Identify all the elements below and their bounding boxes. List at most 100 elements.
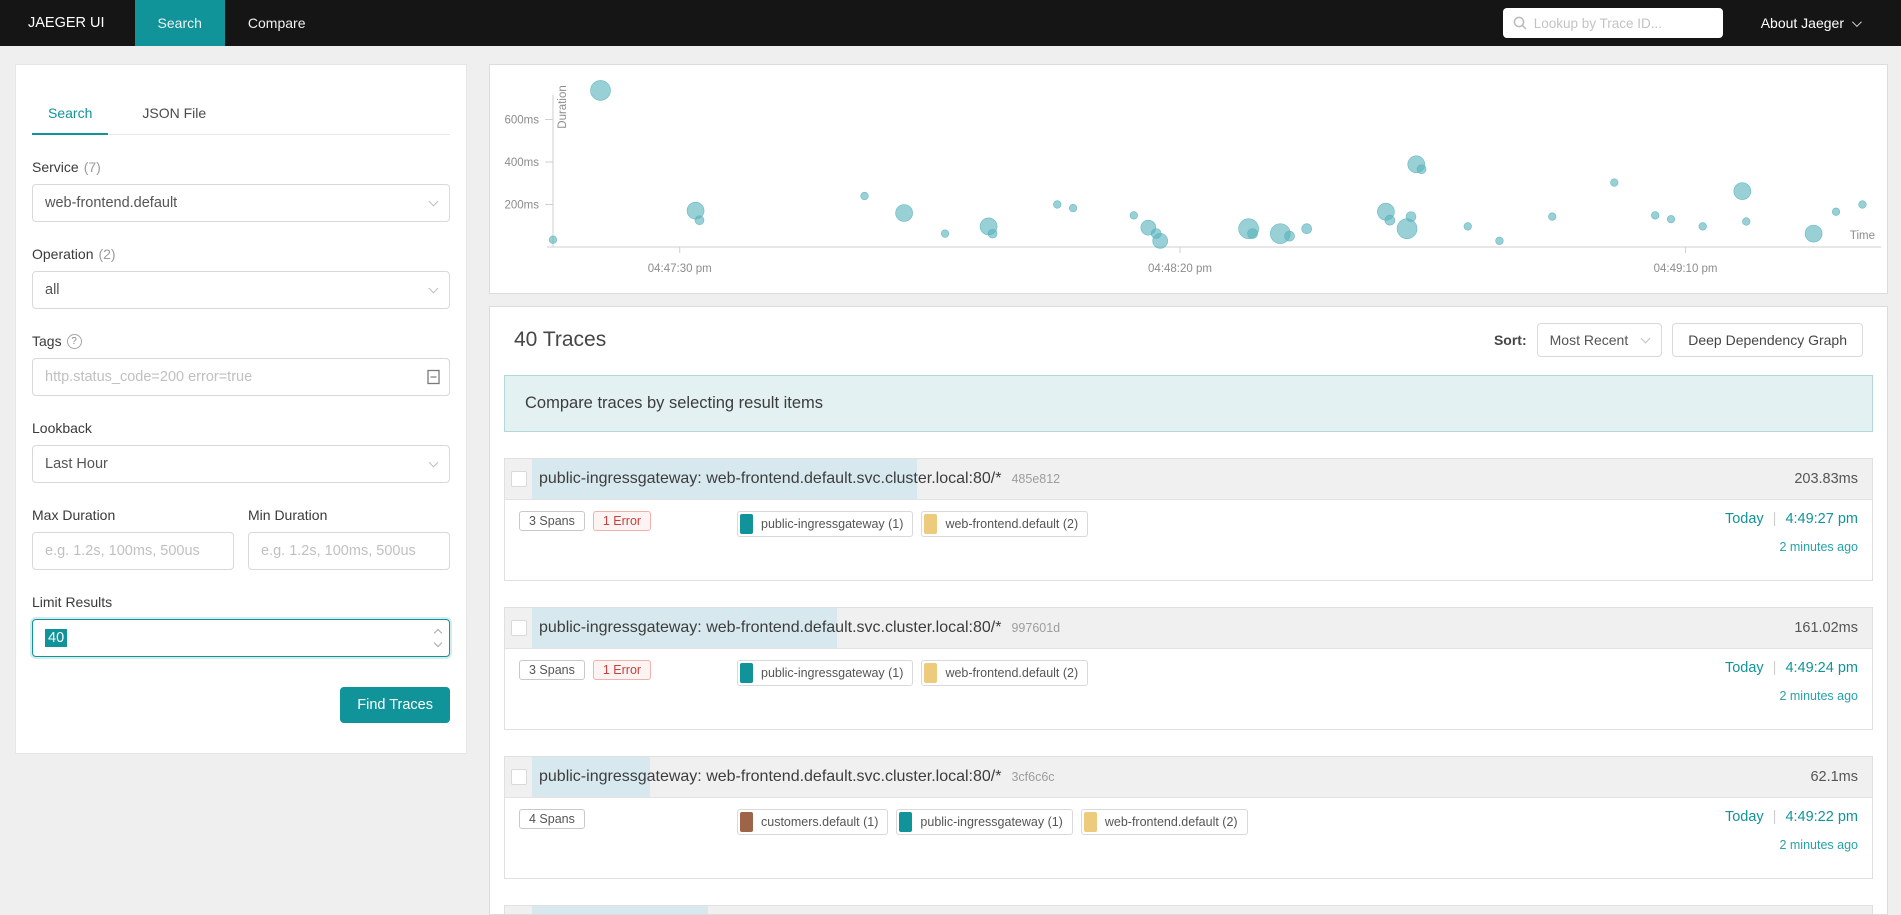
trace-id: 997601d xyxy=(1011,621,1061,635)
operation-label: Operation xyxy=(32,246,94,262)
trace-checkbox-wrap xyxy=(505,769,533,785)
trace-scatter-point[interactable] xyxy=(1301,223,1313,235)
trace-scatter-point[interactable] xyxy=(1742,217,1751,226)
trace-time: 4:49:24 pm xyxy=(1785,660,1858,676)
trace-lookup-box[interactable] xyxy=(1502,8,1723,38)
operation-select[interactable]: all xyxy=(32,271,450,309)
trace-scatter-point[interactable] xyxy=(1651,211,1660,220)
trace-duration-bar xyxy=(532,906,709,914)
trace-scatter-point[interactable] xyxy=(895,204,913,222)
trace-result-header[interactable]: public-ingressgateway: web-frontend.defa… xyxy=(505,608,1872,649)
trace-scatter-point[interactable] xyxy=(1068,204,1078,213)
trace-service-tags: public-ingressgateway (1) web-frontend.de… xyxy=(737,660,1668,703)
tags-syntax-icon[interactable] xyxy=(427,369,440,385)
trace-result-item: public-ingressgateway: web-frontend.defa… xyxy=(504,607,1873,730)
trace-relative-time: 2 minutes ago xyxy=(1779,540,1858,554)
trace-scatter-point[interactable] xyxy=(1831,207,1841,216)
trace-scatter-point[interactable] xyxy=(694,215,705,226)
error-count-tag: 1 Error xyxy=(592,511,652,531)
deep-dependency-graph-button[interactable]: Deep Dependency Graph xyxy=(1672,323,1863,357)
trace-scatter-point[interactable] xyxy=(1548,212,1557,221)
trace-scatter-point[interactable] xyxy=(1247,228,1258,239)
limit-results-input[interactable]: 40 xyxy=(32,619,450,657)
trace-result-body: 3 Spans 1 Error public-ingressgateway (1) w… xyxy=(505,500,1872,580)
trace-scatter-point[interactable] xyxy=(1610,178,1619,187)
trace-scatter-point[interactable] xyxy=(987,228,998,239)
trace-scatter-point[interactable] xyxy=(1284,230,1295,242)
sort-select[interactable]: Most Recent xyxy=(1536,323,1663,357)
trace-scatter-point[interactable] xyxy=(1463,222,1472,231)
trace-time: 4:49:22 pm xyxy=(1785,809,1858,825)
compare-traces-banner: Compare traces by selecting result items xyxy=(504,375,1873,432)
stepper-down-icon[interactable] xyxy=(433,638,443,648)
y-axis-tick-label: 600ms xyxy=(504,115,539,127)
trace-scatter-point[interactable] xyxy=(1384,214,1396,226)
help-icon[interactable]: ? xyxy=(66,333,82,349)
trace-scatter-point[interactable] xyxy=(1666,215,1676,224)
trace-count: 40 Traces xyxy=(514,328,607,351)
lookback-label: Lookback xyxy=(32,420,92,436)
stepper-up-icon[interactable] xyxy=(433,628,443,638)
trace-scatter-point[interactable] xyxy=(1733,182,1752,200)
trace-service-tags: customers.default (1) public-ingressgatew… xyxy=(737,809,1668,852)
trace-scatter-point[interactable] xyxy=(860,191,869,201)
service-field: Service (7) web-frontend.default xyxy=(32,159,450,222)
trace-lookup-input[interactable] xyxy=(1533,15,1713,31)
trace-time-info: Today | 4:49:24 pm 2 minutes ago xyxy=(1668,660,1858,703)
trace-relative-time: 2 minutes ago xyxy=(1779,689,1858,703)
service-color-chip xyxy=(740,663,753,683)
nav-item-search[interactable]: Search xyxy=(134,0,225,46)
trace-scatter-point[interactable] xyxy=(1416,164,1427,175)
x-axis-tick-label: 04:49:10 pm xyxy=(1654,263,1718,275)
tags-input[interactable] xyxy=(32,358,450,396)
trace-span-tags: 4 Spans xyxy=(519,809,737,852)
min-duration-input[interactable] xyxy=(248,532,450,570)
chevron-down-icon xyxy=(428,457,439,468)
tab-search[interactable]: Search xyxy=(32,95,109,135)
trace-select-checkbox[interactable] xyxy=(511,471,527,487)
trace-result-item: public-ingressgateway: web-frontend.defa… xyxy=(504,905,1873,914)
service-color-chip xyxy=(740,514,753,534)
trace-scatter-point[interactable] xyxy=(1396,218,1418,240)
service-tag-label: web-frontend.default (2) xyxy=(945,666,1079,680)
trace-date: Today xyxy=(1724,660,1764,676)
nav-item-compare[interactable]: Compare xyxy=(247,15,306,31)
operation-count: (2) xyxy=(98,246,116,262)
service-color-chip xyxy=(899,812,913,832)
trace-scatter-point[interactable] xyxy=(1405,211,1417,222)
find-traces-button[interactable]: Find Traces xyxy=(340,687,450,723)
service-tag: web-frontend.default (2) xyxy=(921,660,1089,686)
duration-scatter-chart[interactable]: 200ms 400ms 600ms 04:47:30 pm 04:48:20 pm 04:… xyxy=(489,64,1888,294)
service-tag: public-ingressgateway (1) xyxy=(896,809,1073,835)
service-tag-label: web-frontend.default (2) xyxy=(1104,815,1238,829)
navbar: JAEGER UI Search Compare About Jaeger xyxy=(0,0,1901,46)
trace-scatter-point[interactable] xyxy=(1495,236,1504,245)
trace-scatter-point[interactable] xyxy=(1152,233,1169,249)
max-duration-input[interactable] xyxy=(32,532,234,570)
search-form-tabs: Search JSON File xyxy=(32,95,450,135)
trace-scatter-point[interactable] xyxy=(590,80,611,101)
error-count-tag: 1 Error xyxy=(592,660,652,680)
tab-json-file[interactable]: JSON File xyxy=(142,105,207,121)
trace-scatter-point[interactable] xyxy=(940,229,950,238)
service-tag-label: public-ingressgateway (1) xyxy=(761,666,904,680)
lookback-select[interactable]: Last Hour xyxy=(32,445,450,483)
number-stepper[interactable] xyxy=(427,628,443,648)
about-jaeger-menu[interactable]: About Jaeger xyxy=(1761,15,1862,31)
trace-scatter-point[interactable] xyxy=(1698,222,1707,231)
trace-result-header[interactable]: public-ingressgateway: web-frontend.defa… xyxy=(505,459,1872,500)
service-select[interactable]: web-frontend.default xyxy=(32,184,450,222)
trace-title: public-ingressgateway: web-frontend.defa… xyxy=(539,619,1002,636)
trace-result-header[interactable]: public-ingressgateway: web-frontend.defa… xyxy=(505,757,1872,798)
trace-scatter-point[interactable] xyxy=(1804,224,1823,243)
trace-scatter-point[interactable] xyxy=(1053,200,1062,209)
trace-select-checkbox[interactable] xyxy=(511,769,527,785)
service-tag-label: public-ingressgateway (1) xyxy=(761,517,904,531)
trace-scatter-point[interactable] xyxy=(548,235,558,244)
chevron-down-icon xyxy=(1640,333,1651,344)
trace-result-list: public-ingressgateway: web-frontend.defa… xyxy=(490,458,1887,914)
trace-scatter-point[interactable] xyxy=(1858,200,1867,209)
trace-scatter-point[interactable] xyxy=(1129,211,1138,220)
trace-result-header[interactable]: public-ingressgateway: web-frontend.defa… xyxy=(505,906,1872,914)
trace-select-checkbox[interactable] xyxy=(511,620,527,636)
